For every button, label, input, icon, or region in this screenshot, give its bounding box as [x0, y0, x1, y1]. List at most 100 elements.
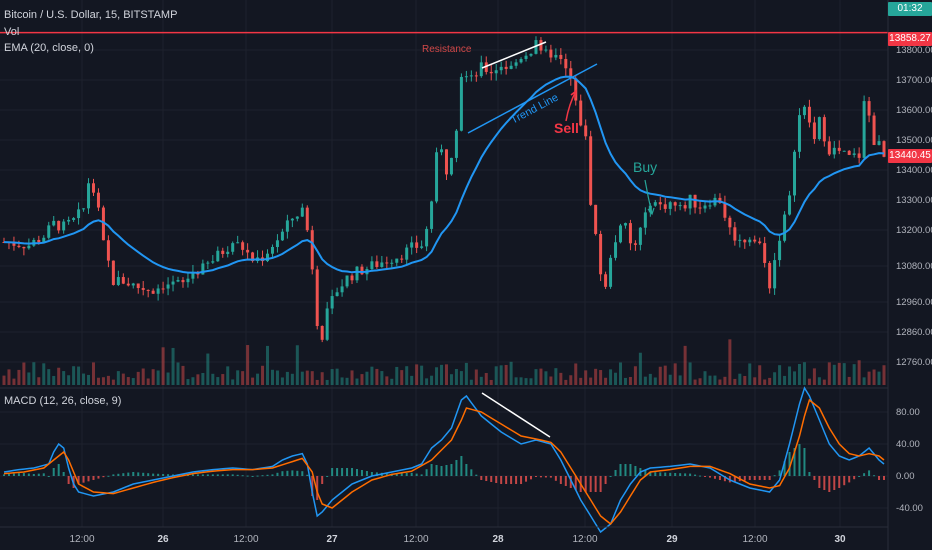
- volume-bar: [395, 366, 399, 385]
- candle-body: [156, 288, 160, 294]
- volume-bar: [425, 378, 429, 385]
- symbol-legend[interactable]: Bitcoin / U.S. Dollar, 15, BITSTAMP: [4, 9, 178, 21]
- volume-bar: [544, 371, 548, 385]
- price-tick-label: 12860.00: [896, 327, 932, 338]
- volume-bar: [479, 376, 483, 385]
- candle-body: [763, 243, 767, 263]
- candle-body: [22, 246, 26, 249]
- histogram-bar: [321, 476, 324, 484]
- histogram-bar: [833, 476, 836, 490]
- histogram-bar: [157, 473, 160, 476]
- candle-body: [877, 141, 881, 145]
- candle-body: [251, 252, 255, 262]
- price-axis-background[interactable]: [888, 0, 932, 550]
- candle-body: [330, 296, 334, 309]
- volume-bar: [96, 377, 100, 385]
- histogram-bar: [753, 476, 756, 480]
- volume-bar: [554, 368, 558, 385]
- candle-body: [822, 117, 826, 142]
- candle-body: [847, 150, 851, 155]
- volume-bar: [310, 371, 314, 385]
- volume-bar: [121, 373, 125, 385]
- time-tick-label: 12:00: [572, 534, 597, 545]
- volume-legend[interactable]: Vol: [4, 26, 20, 38]
- candle-body: [768, 262, 772, 289]
- candle-body: [549, 49, 553, 58]
- macd-legend[interactable]: MACD (12, 26, close, 9): [4, 395, 122, 407]
- macd-histogram: [3, 444, 885, 500]
- histogram-bar: [17, 473, 20, 476]
- volume-bar: [52, 375, 56, 385]
- volume-bar: [196, 374, 200, 385]
- volume-bar: [91, 362, 95, 385]
- volume-bar: [246, 345, 250, 385]
- candle-body: [728, 217, 732, 228]
- volume-bar: [807, 378, 811, 385]
- histogram-bar: [883, 476, 885, 480]
- candle-body: [42, 237, 46, 243]
- volume-bar: [872, 369, 876, 385]
- volume-bar: [256, 373, 260, 385]
- candle-body: [449, 157, 453, 175]
- countdown-badge: 01:32: [888, 2, 932, 16]
- histogram-bar: [868, 470, 871, 476]
- candle-body: [91, 183, 95, 193]
- volume-bar: [594, 368, 598, 385]
- volume-bar: [837, 362, 841, 385]
- candle-body: [589, 136, 593, 205]
- volume-bar: [653, 377, 657, 385]
- histogram-bar: [246, 475, 249, 477]
- histogram-bar: [485, 476, 488, 481]
- volume-bar: [101, 377, 105, 385]
- macd-tick-label: 40.00: [896, 439, 920, 450]
- candle-body: [802, 106, 806, 116]
- histogram-bar: [137, 472, 140, 476]
- candle-body: [395, 258, 399, 263]
- histogram-bar: [97, 476, 100, 479]
- volume-bar: [658, 366, 662, 385]
- volume-bar: [788, 366, 792, 385]
- candle-body: [121, 277, 125, 284]
- candle-body: [380, 262, 384, 267]
- candle-body: [221, 250, 225, 254]
- time-axis[interactable]: 12:00 26 12:00 27 12:00 28 12:00 29 12:00 30: [69, 534, 846, 545]
- time-tick-label: 12:00: [233, 534, 258, 545]
- ema-line: [3, 75, 885, 274]
- volume-bar: [882, 365, 886, 385]
- candle-body: [688, 194, 692, 209]
- candle-body: [236, 242, 240, 244]
- histogram-bar: [853, 476, 856, 480]
- candle-body: [430, 201, 434, 229]
- histogram-bar: [301, 471, 304, 476]
- volume-bar: [768, 377, 772, 385]
- candle-body: [693, 194, 697, 208]
- candle-body: [161, 288, 165, 290]
- candle-body: [459, 76, 463, 131]
- candle-body: [27, 245, 31, 249]
- volume-bar: [753, 377, 757, 385]
- candle-body: [370, 261, 374, 270]
- histogram-bar: [863, 473, 866, 476]
- volume-bar: [643, 376, 647, 385]
- ema-legend[interactable]: EMA (20, close, 0): [4, 42, 94, 54]
- candle-body: [440, 149, 444, 153]
- histogram-bar: [689, 473, 692, 476]
- volume-bar: [748, 363, 752, 385]
- candle-body: [151, 290, 155, 294]
- histogram-bar: [500, 476, 503, 484]
- volume-bar: [857, 360, 861, 385]
- candle-body: [405, 247, 409, 260]
- candle-body: [231, 243, 235, 252]
- price-tick-label: 13700.00: [896, 75, 932, 86]
- volume-bar: [842, 363, 846, 385]
- histogram-bar: [415, 473, 418, 476]
- macd-axis[interactable]: 80.00 40.00 0.00 -40.00: [896, 407, 923, 514]
- volume-bar: [315, 379, 319, 385]
- candle-body: [574, 78, 578, 101]
- histogram-bar: [351, 468, 354, 476]
- volume-bar: [380, 371, 384, 385]
- volume-bar: [618, 362, 622, 385]
- price-axis[interactable]: 13800.00 13700.00 13600.00 13500.00 13400.00…: [896, 45, 932, 368]
